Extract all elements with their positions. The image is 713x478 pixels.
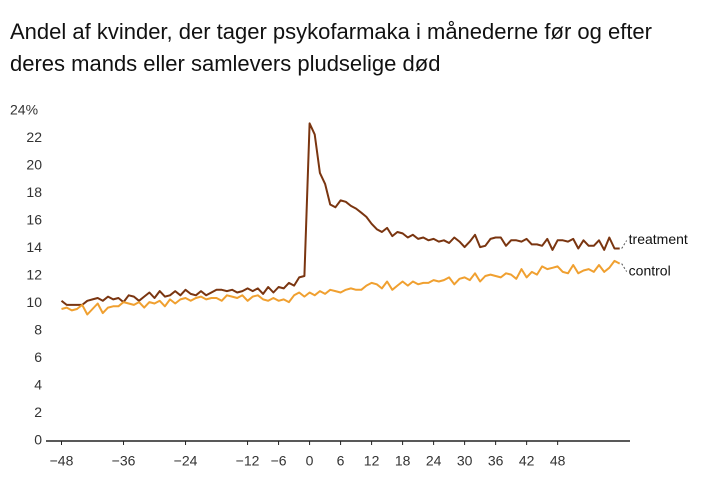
y-tick-label: 4	[34, 377, 42, 393]
x-tick-label: 6	[337, 453, 345, 469]
series-line	[60, 122, 620, 306]
legend-label: control	[629, 262, 671, 278]
chart-title: Andel af kvinder, der tager psykofarmaka…	[10, 19, 652, 76]
x-tick-label: 30	[457, 453, 473, 469]
x-tick-label: 36	[488, 453, 504, 469]
y-tick-label: 12	[26, 267, 42, 283]
x-tick-label: 12	[364, 453, 380, 469]
x-tick-label: 48	[550, 453, 566, 469]
x-tick-label: −12	[236, 453, 260, 469]
y-tick-label: 2	[34, 404, 42, 420]
y-tick-label: 18	[26, 184, 42, 200]
x-tick-label: −24	[174, 453, 198, 469]
y-tick-label: 10	[26, 294, 42, 310]
x-tick-label: 24	[426, 453, 442, 469]
y-tick-label: 0	[34, 432, 42, 448]
x-tick-label: 0	[306, 453, 314, 469]
y-tick-label: 22	[26, 129, 42, 145]
y-tick-label: 6	[34, 349, 42, 365]
y-tick-label: 8	[34, 322, 42, 338]
y-tick-label: 24%	[10, 102, 38, 118]
x-tick-label: 42	[519, 453, 535, 469]
y-tick-label: 20	[26, 157, 42, 173]
legend-connector	[621, 263, 628, 272]
x-tick-label: −6	[271, 453, 287, 469]
x-tick-label: −36	[112, 453, 136, 469]
y-tick-label: 14	[26, 239, 42, 255]
series-line	[61, 259, 621, 316]
y-tick-label: 16	[26, 212, 42, 228]
x-tick-label: 18	[395, 453, 411, 469]
legend-label: treatment	[629, 231, 688, 247]
legend-connector	[621, 240, 628, 249]
x-tick-label: −48	[50, 453, 74, 469]
